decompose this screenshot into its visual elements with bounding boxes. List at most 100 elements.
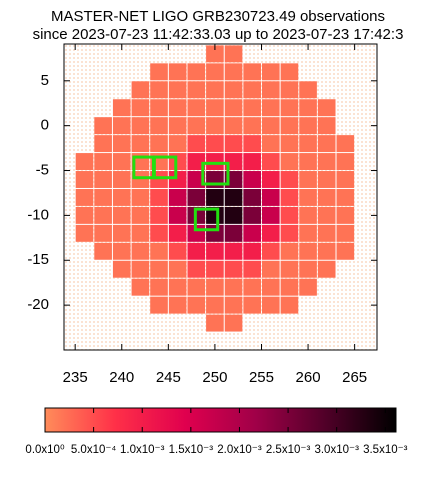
heatmap-cell: [243, 296, 261, 314]
heatmap-cell: [131, 224, 150, 242]
heatmap-cell: [224, 45, 243, 63]
heatmap-cell: [299, 260, 317, 278]
heatmap-cell: [261, 278, 280, 296]
heatmap-cell: [280, 224, 299, 242]
heatmap-cell: [261, 153, 280, 171]
heatmap-cell: [168, 81, 187, 99]
y-tick-label: -15: [27, 251, 49, 268]
heatmap-cell: [299, 206, 317, 224]
heatmap-cell: [299, 81, 317, 99]
colorbar-tick-label: 2.0x10⁻³: [217, 444, 262, 456]
heatmap-cell: [94, 153, 112, 171]
heatmap-cell: [168, 188, 187, 206]
heatmap-cell: [206, 278, 224, 296]
heatmap-cell: [131, 242, 150, 260]
heatmap-cell: [94, 135, 112, 153]
heatmap-cell: [75, 188, 94, 206]
heatmap-cell: [168, 224, 187, 242]
heatmap-cell: [317, 171, 336, 188]
heatmap-cell: [280, 242, 299, 260]
heatmap-cell: [299, 188, 317, 206]
observed-field: [201, 161, 230, 186]
heatmap-cell: [280, 117, 299, 135]
heatmap-cell: [131, 260, 150, 278]
heatmap-cell: [187, 153, 206, 171]
colorbar-gradient: [44, 407, 397, 433]
heatmap-cell: [299, 224, 317, 242]
y-tick-label: 0: [41, 117, 49, 134]
heatmap-cell: [299, 171, 317, 188]
heatmap-cell: [150, 242, 168, 260]
heatmap-cell: [168, 63, 187, 81]
heatmap-cell: [187, 135, 206, 153]
heatmap-cell: [224, 63, 243, 81]
heatmap-cell: [206, 81, 224, 99]
heatmap-cell: [299, 278, 317, 296]
heatmap-cell: [187, 188, 206, 206]
x-tick-label: 255: [249, 369, 274, 386]
heatmap-cell: [299, 242, 317, 260]
heatmap-cell: [112, 117, 131, 135]
heatmap-cell: [299, 117, 317, 135]
colorbar-tick-label: 1.5x10⁻³: [169, 444, 214, 456]
heatmap-cell: [131, 135, 150, 153]
heatmap-cell: [112, 135, 131, 153]
x-tick-label: 250: [202, 369, 227, 386]
heatmap-cell: [112, 153, 131, 171]
heatmap-cell: [206, 314, 224, 332]
heatmap-cell: [168, 117, 187, 135]
y-tick-label: -20: [27, 296, 49, 313]
heatmap-cell: [131, 188, 150, 206]
heatmap-cell: [261, 206, 280, 224]
heatmap-cell: [150, 117, 168, 135]
heatmap-cell: [243, 81, 261, 99]
heatmap-cell: [187, 81, 206, 99]
heatmap-cell: [112, 260, 131, 278]
heatmap-cell: [299, 153, 317, 171]
heatmap-cell: [261, 188, 280, 206]
heatmap-cell: [206, 188, 224, 206]
heatmap-cell: [206, 63, 224, 81]
heatmap-cell: [317, 117, 336, 135]
heatmap-cell: [187, 171, 206, 188]
heatmap-cell: [94, 171, 112, 188]
heatmap-cell: [317, 135, 336, 153]
heatmap-cell: [187, 242, 206, 260]
heatmap-cell: [206, 99, 224, 117]
heatmap-cell: [150, 260, 168, 278]
heatmap-cell: [150, 63, 168, 81]
heatmap-cell: [168, 99, 187, 117]
heatmap-cell: [280, 81, 299, 99]
heatmap-cell: [131, 81, 150, 99]
heatmap-cell: [112, 206, 131, 224]
heatmap-cell: [187, 278, 206, 296]
heatmap-cell: [243, 153, 261, 171]
heatmap-cell: [261, 81, 280, 99]
heatmap-cell: [206, 242, 224, 260]
heatmap-cell: [317, 188, 336, 206]
y-tick-label: -5: [36, 161, 49, 178]
heatmap-cell: [131, 206, 150, 224]
observed-field: [152, 155, 178, 180]
y-tick-label: -10: [27, 206, 49, 223]
heatmap-cell: [206, 224, 224, 242]
heatmap-cell: [187, 296, 206, 314]
heatmap-cell: [206, 296, 224, 314]
heatmap-cell: [206, 45, 224, 63]
heatmap-cell: [224, 314, 243, 332]
heatmap: [75, 45, 355, 332]
heatmap-cell: [75, 171, 94, 188]
heatmap-cell: [224, 242, 243, 260]
heatmap-cell: [112, 224, 131, 242]
colorbar-tick-label: 2.5x10⁻³: [266, 444, 311, 456]
heatmap-cell: [94, 242, 112, 260]
heatmap-cell: [224, 117, 243, 135]
heatmap-cell: [131, 117, 150, 135]
heatmap-cell: [168, 278, 187, 296]
colorbar-tick-label: 3.0x10⁻³: [314, 444, 359, 456]
heatmap-cell: [243, 171, 261, 188]
heatmap-cell: [150, 296, 168, 314]
heatmap-cell: [243, 206, 261, 224]
heatmap-cell: [168, 242, 187, 260]
heatmap-cell: [150, 135, 168, 153]
